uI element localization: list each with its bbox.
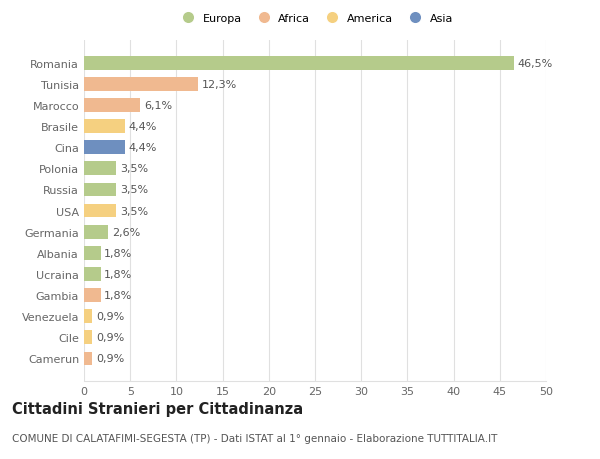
Bar (84, 331, 92, 344)
Text: 6,1%: 6,1% (144, 101, 172, 111)
Legend: Europa, Africa, America, Asia: Europa, Africa, America, Asia (172, 10, 458, 28)
Bar (84, 78, 197, 91)
Text: 3,5%: 3,5% (120, 206, 148, 216)
Bar (84, 204, 116, 218)
Bar (84, 246, 101, 260)
Text: 1,8%: 1,8% (104, 291, 133, 301)
Bar (84, 162, 116, 176)
Bar (84, 120, 125, 134)
Text: 3,5%: 3,5% (120, 164, 148, 174)
Text: 1,8%: 1,8% (104, 248, 133, 258)
Bar (84, 352, 92, 365)
Text: 4,4%: 4,4% (128, 122, 157, 132)
Text: 2,6%: 2,6% (112, 227, 140, 237)
Text: 3,5%: 3,5% (120, 185, 148, 195)
Text: Cittadini Stranieri per Cittadinanza: Cittadini Stranieri per Cittadinanza (12, 401, 303, 416)
Bar (84, 310, 92, 324)
Text: 1,8%: 1,8% (104, 269, 133, 280)
Text: 46,5%: 46,5% (517, 59, 553, 68)
Bar (84, 99, 140, 112)
Bar (84, 141, 125, 155)
Text: 4,4%: 4,4% (128, 143, 157, 153)
Bar (84, 289, 101, 302)
Bar (84, 225, 108, 239)
Bar (84, 57, 514, 70)
Bar (84, 183, 116, 197)
Bar (84, 268, 101, 281)
Text: COMUNE DI CALATAFIMI-SEGESTA (TP) - Dati ISTAT al 1° gennaio - Elaborazione TUTT: COMUNE DI CALATAFIMI-SEGESTA (TP) - Dati… (12, 433, 497, 442)
Text: 0,9%: 0,9% (96, 333, 124, 342)
Text: 0,9%: 0,9% (96, 354, 124, 364)
Text: 12,3%: 12,3% (202, 80, 236, 90)
Text: 0,9%: 0,9% (96, 312, 124, 321)
